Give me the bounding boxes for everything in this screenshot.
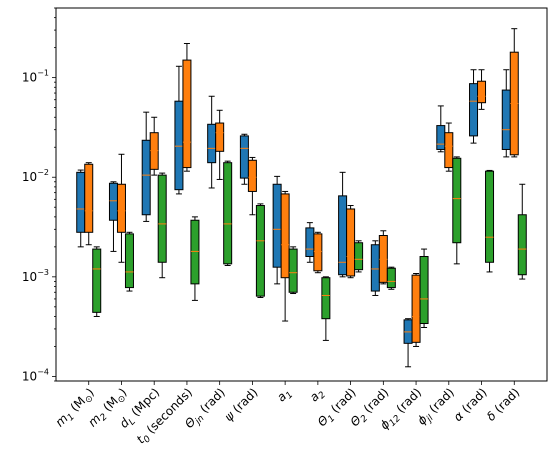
box-series-1-cat-10 (370, 240, 380, 296)
iqr-box (141, 139, 151, 216)
box-series-1-cat-13 (469, 69, 479, 144)
iqr-box (419, 256, 429, 325)
iqr-box (501, 89, 511, 150)
iqr-box (386, 267, 396, 289)
iqr-box (313, 233, 323, 272)
iqr-box (321, 277, 331, 320)
box-series-2-cat-5 (215, 109, 225, 180)
box-series-3-cat-10 (386, 266, 396, 290)
iqr-box (477, 80, 487, 104)
box-series-2-cat-4 (182, 43, 192, 172)
box-series-2-cat-9 (346, 205, 356, 279)
box-series-3-cat-3 (157, 172, 167, 279)
iqr-box (174, 100, 184, 191)
iqr-box (157, 174, 167, 263)
box-series-3-cat-4 (190, 216, 200, 301)
box-series-1-cat-4 (174, 65, 184, 195)
box-series-3-cat-11 (419, 248, 429, 328)
iqr-box (411, 274, 421, 343)
iqr-box (116, 183, 126, 233)
box-series-3-cat-2 (124, 231, 134, 292)
box-series-2-cat-2 (116, 153, 126, 263)
iqr-box (338, 195, 348, 276)
box-series-2-cat-1 (84, 162, 94, 246)
box-series-1-cat-6 (239, 133, 249, 185)
box-series-1-cat-8 (305, 222, 315, 263)
box-series-3-cat-8 (321, 276, 331, 341)
iqr-box (182, 59, 192, 169)
box-series-3-cat-12 (452, 156, 462, 265)
iqr-box (247, 159, 257, 192)
iqr-box (354, 242, 364, 271)
box-series-3-cat-5 (223, 160, 233, 266)
box-series-2-cat-6 (247, 156, 257, 216)
iqr-box (452, 157, 462, 244)
box-series-1-cat-3 (141, 111, 151, 222)
plot-area (76, 28, 527, 368)
box-series-2-cat-10 (378, 230, 388, 285)
box-series-3-cat-7 (288, 246, 298, 295)
box-series-2-cat-8 (313, 231, 323, 274)
iqr-box (223, 162, 233, 265)
iqr-box (239, 135, 249, 179)
y-tick-label: 10−1 (22, 69, 49, 85)
iqr-box (370, 244, 380, 292)
box-series-2-cat-13 (477, 69, 487, 110)
iqr-box (517, 214, 527, 276)
iqr-box (272, 183, 282, 268)
iqr-box (436, 125, 446, 150)
y-tick-label: 10−3 (22, 268, 49, 284)
iqr-box (76, 171, 86, 233)
iqr-box (469, 83, 479, 137)
iqr-box (92, 248, 102, 313)
iqr-box (288, 248, 298, 293)
box-series-2-cat-12 (444, 122, 454, 172)
iqr-box (255, 205, 265, 297)
box-series-3-cat-6 (255, 203, 265, 299)
box-series-2-cat-14 (509, 28, 519, 158)
box-series-3-cat-14 (517, 183, 527, 280)
iqr-box (124, 233, 134, 289)
x-tick-label: m2 (M⊙) (85, 385, 131, 431)
axes-frame (55, 7, 548, 382)
iqr-box (215, 122, 225, 152)
iqr-box (108, 182, 118, 221)
y-tick-label: 10−4 (22, 367, 49, 383)
y-tick-label: 10−2 (22, 168, 49, 184)
iqr-box (207, 123, 217, 164)
iqr-box (305, 227, 315, 258)
box-series-2-cat-7 (280, 190, 290, 322)
box-series-2-cat-11 (411, 273, 421, 347)
box-series-3-cat-1 (92, 246, 102, 317)
box-series-2-cat-3 (149, 116, 159, 176)
box-series-3-cat-9 (354, 240, 364, 273)
iqr-box (485, 170, 495, 263)
iqr-box (280, 193, 290, 279)
iqr-box (346, 208, 356, 277)
box-series-3-cat-13 (485, 169, 495, 273)
iqr-box (190, 219, 200, 285)
iqr-box (444, 132, 454, 169)
iqr-box (84, 163, 94, 233)
